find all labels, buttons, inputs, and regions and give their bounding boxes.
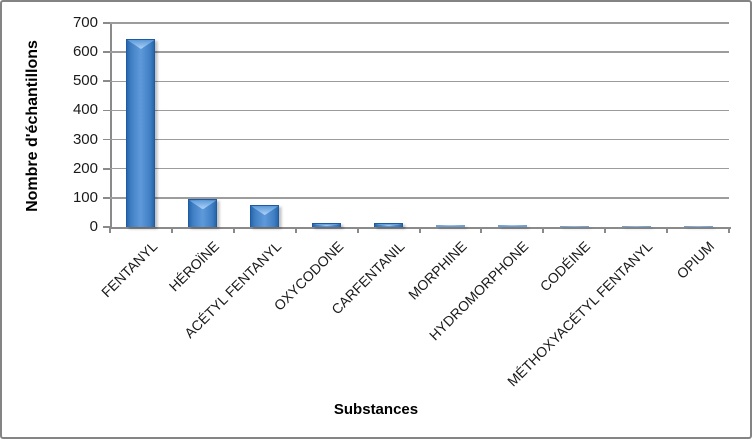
y-tick bbox=[103, 22, 110, 24]
gridline bbox=[110, 109, 729, 112]
x-tick bbox=[294, 227, 297, 233]
x-axis-title: Substances bbox=[333, 401, 419, 418]
x-tick bbox=[232, 227, 235, 233]
x-tick bbox=[604, 227, 607, 233]
plot-area bbox=[103, 22, 731, 233]
bar-fentanyl bbox=[126, 39, 156, 227]
bar-top-bevel bbox=[127, 40, 155, 50]
x-axis-line bbox=[110, 227, 731, 229]
bar-acetyl-fentanyl bbox=[250, 205, 280, 227]
bar-top-bevel bbox=[435, 225, 465, 227]
x-tick bbox=[170, 227, 173, 233]
bar-top-bevel bbox=[683, 226, 713, 227]
y-tick-label: 700 bbox=[72, 14, 98, 31]
y-tick bbox=[103, 80, 110, 83]
x-category-label: FENTANYL bbox=[97, 238, 161, 301]
bar-top-bevel bbox=[251, 206, 279, 216]
bar-top-bevel bbox=[313, 224, 341, 227]
y-tick-label: 500 bbox=[72, 72, 98, 90]
gridline bbox=[110, 22, 729, 24]
y-tick bbox=[103, 109, 110, 112]
gridline bbox=[110, 197, 729, 199]
x-category-label: HÉROÏNE bbox=[165, 238, 223, 295]
x-tick bbox=[418, 227, 421, 233]
gridline bbox=[110, 138, 729, 141]
y-tick-label: 300 bbox=[72, 130, 98, 148]
bar-heroine bbox=[188, 199, 218, 227]
x-category-label: MORPHINE bbox=[405, 238, 470, 303]
y-tick bbox=[103, 138, 110, 141]
x-tick bbox=[109, 227, 111, 233]
gridline bbox=[110, 168, 729, 170]
bar-opium bbox=[683, 226, 713, 227]
gridline bbox=[110, 80, 729, 82]
x-category-label: OPIUM bbox=[673, 238, 718, 282]
y-tick bbox=[103, 197, 110, 199]
bar-oxycodone bbox=[312, 223, 342, 227]
y-axis-line bbox=[110, 23, 112, 229]
x-category-label: CODÉINE bbox=[537, 238, 594, 295]
bar-top-bevel bbox=[189, 200, 217, 210]
x-tick bbox=[480, 227, 483, 233]
y-axis-title: Nombre d'échantillons bbox=[24, 40, 41, 212]
y-tick-label: 0 bbox=[89, 218, 98, 235]
bar-top-bevel bbox=[621, 226, 651, 227]
bar-codeine bbox=[559, 226, 589, 227]
x-tick bbox=[728, 227, 730, 233]
x-tick bbox=[666, 227, 669, 233]
bar-hydromorphone bbox=[497, 225, 527, 227]
y-tick-label: 100 bbox=[72, 188, 98, 206]
bar-top-bevel bbox=[497, 225, 527, 227]
x-tick bbox=[542, 227, 545, 233]
y-tick-label: 200 bbox=[72, 159, 98, 177]
bar-top-bevel bbox=[375, 224, 403, 227]
y-tick-label: 400 bbox=[72, 101, 98, 119]
bar-carfentanil bbox=[374, 223, 404, 227]
y-tick bbox=[103, 51, 110, 53]
bar-methoxyacetyl-fentanyl bbox=[621, 226, 651, 227]
bar-top-bevel bbox=[559, 226, 589, 227]
gridline bbox=[110, 51, 729, 53]
y-tick bbox=[103, 226, 110, 228]
bar-morphine bbox=[435, 225, 465, 227]
y-tick-label: 600 bbox=[72, 43, 98, 61]
x-tick bbox=[356, 227, 359, 233]
y-tick bbox=[103, 167, 110, 170]
